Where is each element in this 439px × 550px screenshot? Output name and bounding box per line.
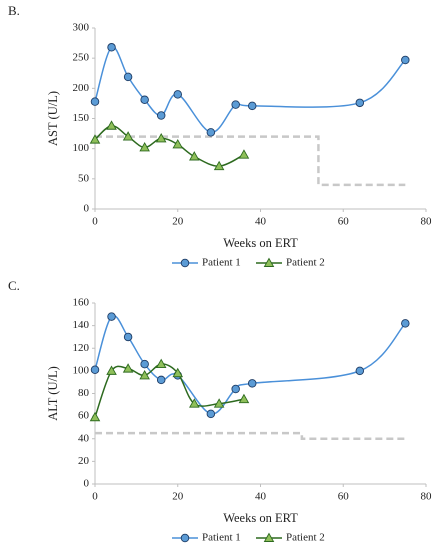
panel-label: C. <box>8 278 20 293</box>
chart-panel: B. 0 50 100 150 200 250 300 0 20 40 60 80 AST (U/L) We… <box>8 3 432 269</box>
x-tick-label: 80 <box>421 491 433 503</box>
y-tick-label: 120 <box>73 342 90 354</box>
x-tick-label: 20 <box>172 491 184 503</box>
legend-marker <box>180 533 190 543</box>
data-point <box>213 160 225 171</box>
data-point <box>206 128 216 137</box>
data-point <box>106 365 117 375</box>
y-tick-label: 200 <box>73 82 90 94</box>
data-point <box>107 312 116 321</box>
y-tick-label: 300 <box>73 22 90 34</box>
y-axis-title: AST (U/L) <box>46 91 60 146</box>
data-point <box>173 90 182 99</box>
panel-label: B. <box>8 3 20 18</box>
data-point <box>89 134 101 144</box>
data-point <box>139 142 150 152</box>
y-tick-label: 80 <box>78 387 90 399</box>
x-tick-label: 20 <box>172 216 184 228</box>
data-point <box>401 55 410 65</box>
y-tick-label: 250 <box>73 52 90 64</box>
y-tick-label: 40 <box>78 432 90 444</box>
data-point <box>140 95 149 105</box>
x-axis-title: Weeks on ERT <box>223 511 298 525</box>
legend-label: Patient 1 <box>202 532 241 544</box>
data-point <box>172 367 184 378</box>
y-tick-label: 20 <box>78 455 90 467</box>
y-tick-label: 50 <box>78 172 90 184</box>
data-point <box>123 332 133 342</box>
data-point <box>213 398 225 408</box>
legend-marker <box>263 257 275 267</box>
data-point <box>123 72 133 82</box>
legend-marker <box>263 532 275 542</box>
y-tick-label: 100 <box>73 142 90 154</box>
y-tick-label: 0 <box>84 203 90 215</box>
data-point <box>106 120 117 130</box>
data-point <box>155 132 167 143</box>
data-point <box>401 319 410 328</box>
x-tick-label: 0 <box>92 491 98 503</box>
series-line <box>94 363 245 418</box>
data-point <box>107 43 116 52</box>
legend-label: Patient 2 <box>286 257 325 269</box>
chart-panel: C. 0 20 40 60 80 100 120 140 160 0 20 40 60 80 ALT (U/L… <box>8 278 432 544</box>
data-point <box>189 151 200 161</box>
data-point <box>206 409 216 419</box>
data-point <box>90 365 100 374</box>
x-tick-label: 40 <box>255 216 267 228</box>
x-tick-label: 80 <box>421 216 433 228</box>
reference-line <box>95 431 406 440</box>
data-point <box>172 139 184 149</box>
data-point <box>355 366 365 376</box>
x-tick-label: 60 <box>338 216 350 228</box>
x-tick-label: 40 <box>255 491 267 503</box>
y-tick-label: 160 <box>73 297 90 309</box>
data-point <box>231 100 240 109</box>
legend-label: Patient 2 <box>286 532 325 544</box>
data-point <box>247 379 257 388</box>
data-point <box>122 363 134 373</box>
series-line <box>94 46 406 134</box>
data-point <box>139 369 150 380</box>
data-point <box>238 393 250 404</box>
data-point <box>156 375 166 385</box>
y-tick-label: 140 <box>73 319 90 331</box>
data-point <box>231 384 240 394</box>
x-tick-label: 0 <box>92 216 98 228</box>
data-point <box>247 101 257 111</box>
data-point <box>122 131 134 141</box>
data-point <box>189 398 200 408</box>
data-point <box>238 149 250 159</box>
legend-marker <box>180 258 190 268</box>
data-point <box>89 411 101 422</box>
x-tick-label: 60 <box>338 491 350 503</box>
data-point <box>355 98 365 108</box>
y-tick-label: 0 <box>84 478 90 490</box>
legend-label: Patient 1 <box>202 257 241 269</box>
x-axis-title: Weeks on ERT <box>223 236 298 250</box>
y-tick-label: 150 <box>73 112 90 124</box>
y-tick-label: 100 <box>73 364 90 376</box>
data-point <box>155 358 167 369</box>
series-line <box>94 124 245 167</box>
y-axis-title: ALT (U/L) <box>46 366 60 421</box>
data-point <box>156 111 166 120</box>
data-point <box>90 97 100 106</box>
y-tick-label: 60 <box>78 410 90 422</box>
reference-line <box>95 135 406 187</box>
data-point <box>140 359 149 369</box>
